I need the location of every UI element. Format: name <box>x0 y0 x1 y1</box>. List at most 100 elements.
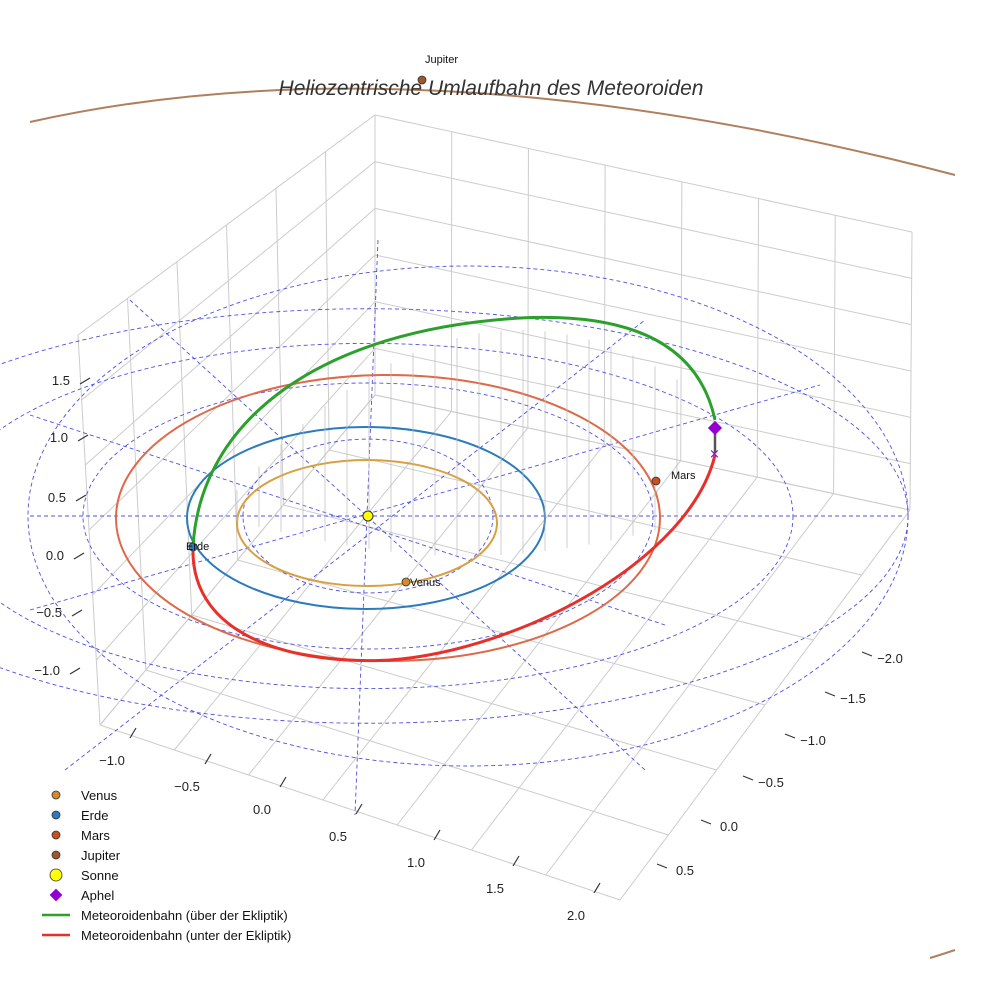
z-tick-mark <box>79 377 91 385</box>
z-tick-label: −1.0 <box>34 663 60 678</box>
orbit-venus <box>235 459 499 587</box>
orbit-mars <box>114 374 662 662</box>
label-mars: Mars <box>671 470 696 482</box>
x-tick-label: 2.0 <box>567 908 585 923</box>
x-tick-label: −0.5 <box>174 779 200 794</box>
z-tick-label: 0.0 <box>46 548 64 563</box>
back-gridline <box>374 347 911 465</box>
left-gridline <box>88 254 376 531</box>
label-venus: Venus <box>410 577 441 589</box>
y-tick-label: −1.5 <box>840 691 866 706</box>
floor-gridline <box>145 669 669 836</box>
floor-gridline <box>99 724 621 901</box>
earth-marker <box>188 542 198 552</box>
drop-lines <box>236 330 678 556</box>
meteoroid-track-above <box>191 315 717 548</box>
floor-gridline <box>191 614 717 771</box>
guide-axis-d1 <box>129 299 646 771</box>
legend-label: Erde <box>81 808 108 823</box>
guide-axis-v <box>354 239 379 816</box>
back-gridline <box>374 301 911 418</box>
x-tick-label: 0.5 <box>329 829 347 844</box>
legend-swatch <box>51 790 61 800</box>
guide-ring-outer <box>27 265 909 767</box>
x-tick-label: 1.5 <box>486 881 504 896</box>
meteoroid-track-below <box>191 454 717 663</box>
guide-axis-d4 <box>64 319 646 771</box>
left-gridline <box>77 114 376 336</box>
legend-label: Aphel <box>81 888 114 903</box>
y-tick-mark <box>784 733 796 739</box>
legend-label: Meteoroidenbahn (über der Ekliptik) <box>81 908 288 923</box>
y-tick-label: 0.0 <box>720 819 738 834</box>
legend-swatch <box>51 850 61 860</box>
z-axis-ticks: 1.5 1.0 0.5 0.0 −0.5 −1.0 <box>34 373 91 678</box>
x-tick-mark <box>129 727 137 739</box>
venus-marker <box>401 577 411 587</box>
mars-marker <box>651 476 661 486</box>
y-tick-mark <box>742 775 754 781</box>
x-tick-label: −1.0 <box>99 753 125 768</box>
jupiter-marker <box>417 75 427 85</box>
x-tick-mark <box>593 882 601 894</box>
legend-label: Jupiter <box>81 848 121 863</box>
x-tick-mark <box>279 776 287 788</box>
x-tick-mark <box>204 753 212 765</box>
guide-axis-d2 <box>29 384 821 611</box>
y-tick-mark <box>824 691 836 697</box>
legend-label: Meteoroidenbahn (unter der Ekliptik) <box>81 928 291 943</box>
z-tick-mark <box>69 667 81 675</box>
aphel-marker <box>707 420 723 436</box>
z-tick-mark <box>75 494 87 502</box>
left-gridline <box>92 301 376 596</box>
x-tick-mark <box>512 855 520 867</box>
back-gridline <box>374 254 912 372</box>
floor-gridline <box>329 449 862 576</box>
ecliptic-crossing-marker: × <box>709 447 720 462</box>
legend-swatch <box>49 868 63 882</box>
ecliptic-guides <box>0 239 909 816</box>
y-tick-label: 0.5 <box>676 863 694 878</box>
legend-label: Venus <box>81 788 118 803</box>
x-tick-label: 1.0 <box>407 855 425 870</box>
y-tick-mark <box>700 819 712 825</box>
x-tick-mark <box>433 829 441 841</box>
y-tick-label: −0.5 <box>758 775 784 790</box>
legend-label: Sonne <box>81 868 119 883</box>
y-tick-mark <box>861 651 873 657</box>
legend-swatch <box>49 888 63 902</box>
left-gridline <box>95 348 376 661</box>
grid-pane-back <box>374 114 913 511</box>
z-tick-label: 0.5 <box>48 490 66 505</box>
z-tick-label: −0.5 <box>36 605 62 620</box>
legend-label: Mars <box>81 828 110 843</box>
x-tick-label: 0.0 <box>253 802 271 817</box>
back-gridline <box>374 207 912 326</box>
orbit-jupiter <box>29 87 956 959</box>
label-earth: Erde <box>186 541 209 553</box>
z-tick-mark <box>77 434 89 442</box>
left-gridline <box>85 207 376 466</box>
floor-gridline <box>237 559 766 706</box>
label-jupiter: Jupiter <box>425 54 458 66</box>
legend: Venus Erde Mars Jupiter Sonne Aphel Meteoroide… <box>42 788 291 943</box>
y-axis-ticks: −2.0 −1.5 −1.0 −0.5 0.0 0.5 <box>656 651 903 878</box>
y-tick-label: −1.0 <box>800 733 826 748</box>
legend-swatch <box>51 830 61 840</box>
z-tick-mark <box>71 609 83 617</box>
x-axis-ticks: −1.0 −0.5 0.0 0.5 1.0 1.5 2.0 <box>99 727 601 923</box>
floor-gridline <box>283 504 814 641</box>
back-gridline <box>374 161 912 279</box>
y-tick-mark <box>656 863 668 869</box>
z-tick-label: 1.0 <box>50 430 68 445</box>
x-tick-mark <box>355 803 363 815</box>
y-tick-label: −2.0 <box>877 651 903 666</box>
legend-swatch <box>51 810 61 820</box>
z-tick-mark <box>73 552 85 560</box>
z-tick-label: 1.5 <box>52 373 70 388</box>
left-gridline <box>81 161 376 401</box>
back-gridline <box>374 114 913 233</box>
chart-title: Heliozentrische Umlaufbahn des Meteoroid… <box>279 77 704 100</box>
floor-gridline <box>374 394 911 511</box>
